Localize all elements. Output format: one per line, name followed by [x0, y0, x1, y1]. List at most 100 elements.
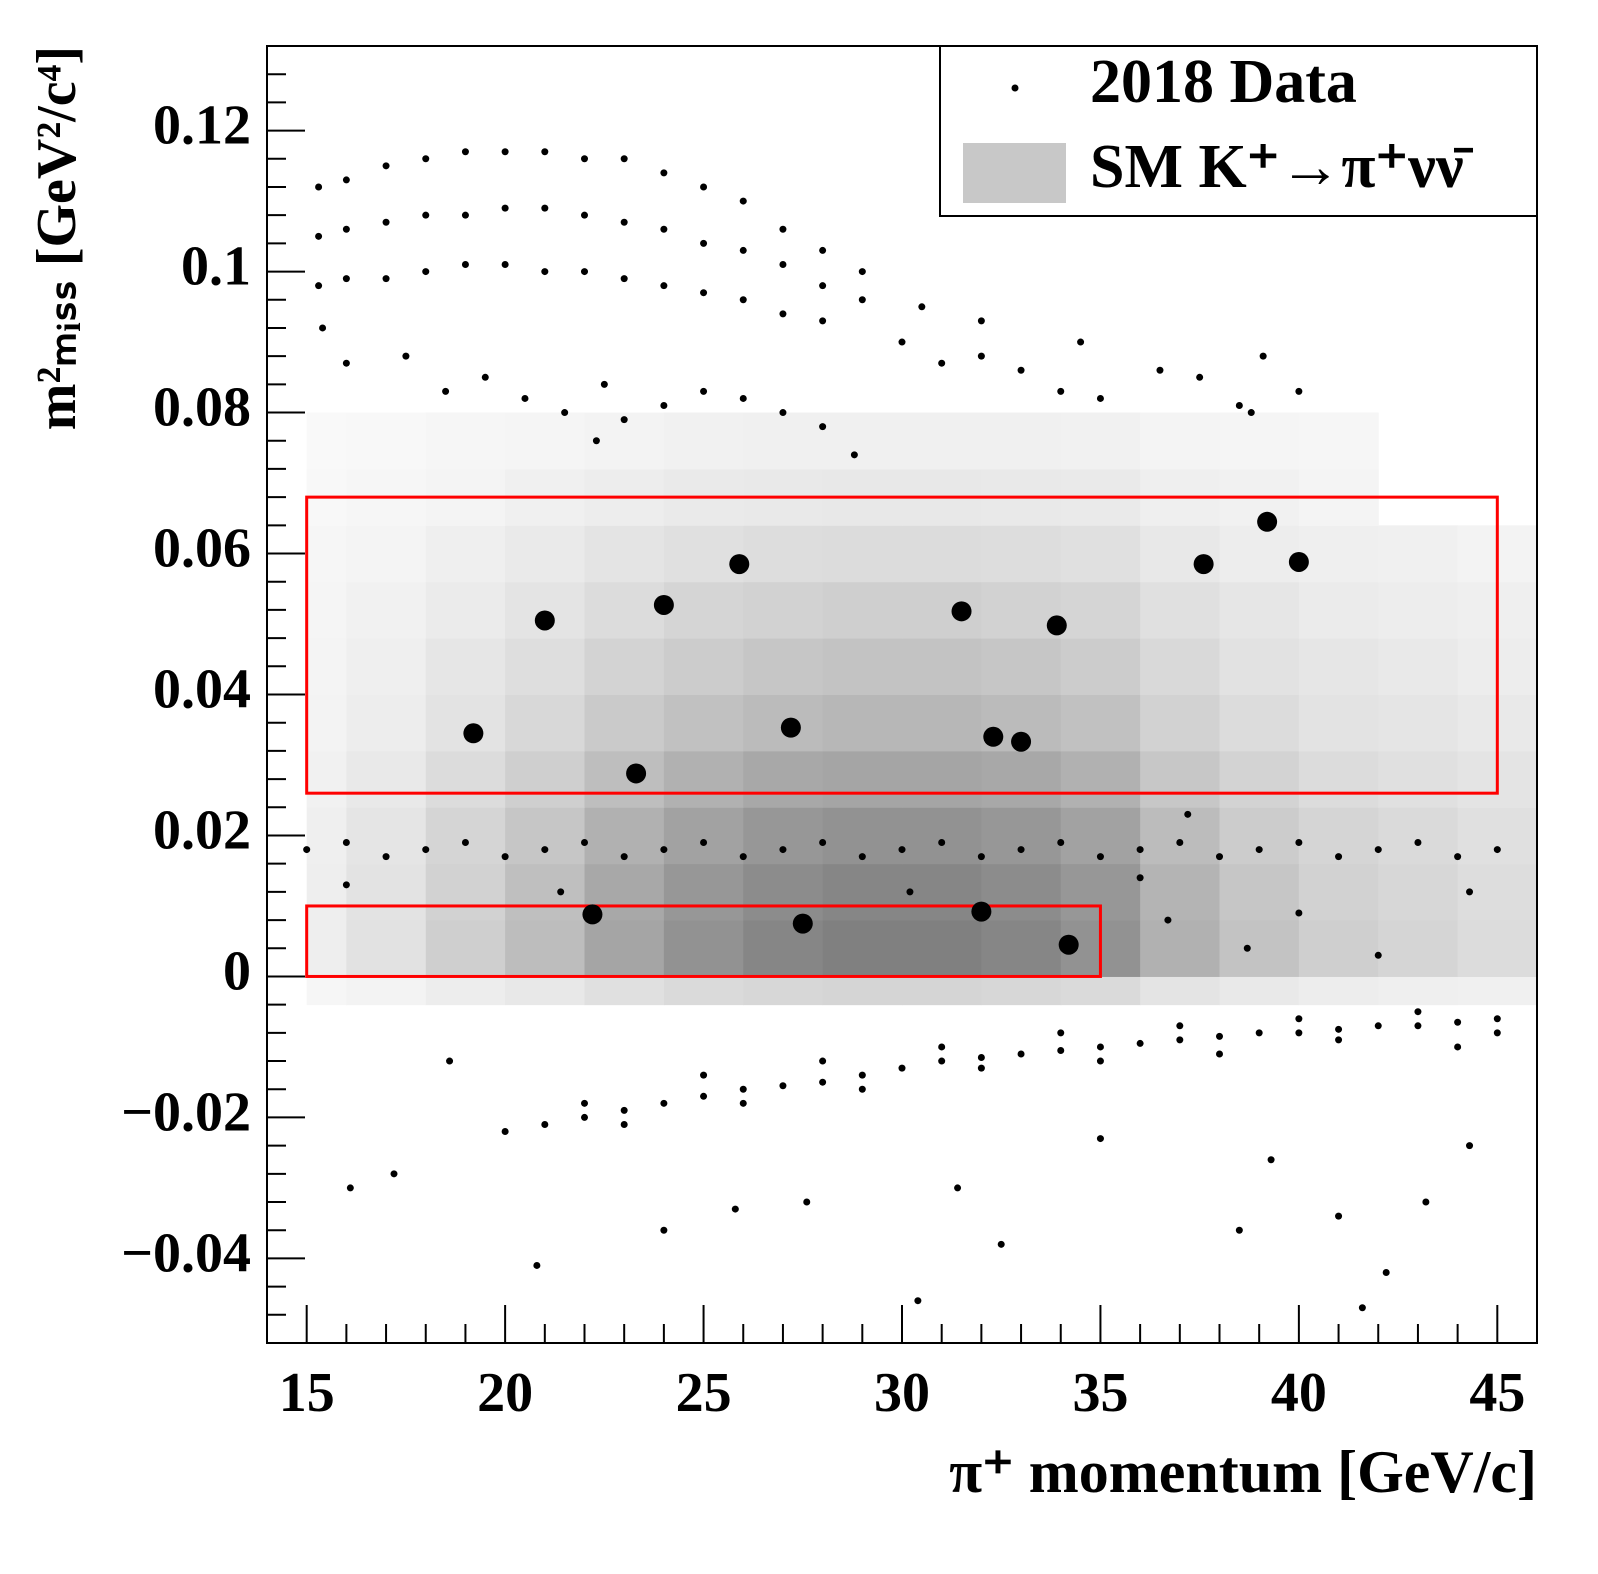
data-point	[1216, 853, 1223, 861]
data-point	[1136, 846, 1144, 854]
data-point	[858, 296, 866, 304]
hist-bin	[1060, 581, 1141, 639]
hist-bin	[743, 863, 824, 921]
hist-bin	[1298, 638, 1379, 695]
data-point	[1335, 1025, 1343, 1033]
x-tick-label: 20	[477, 1362, 533, 1424]
hist-bin	[743, 807, 824, 865]
data-point	[1057, 1029, 1065, 1037]
data-point	[1414, 1008, 1422, 1016]
data-point	[660, 846, 668, 854]
candidate-event	[729, 554, 750, 575]
hist-bin	[306, 807, 347, 865]
hist-bin	[306, 638, 347, 695]
data-point	[700, 239, 708, 247]
data-point	[1176, 1036, 1184, 1044]
data-point	[1493, 1015, 1501, 1023]
hist-bin	[1140, 581, 1220, 639]
data-point	[1295, 909, 1303, 917]
y-tick-label: −0.02	[121, 1081, 251, 1143]
hist-bin	[1298, 863, 1379, 921]
hist-bin	[822, 581, 903, 639]
data-point	[461, 839, 469, 847]
hist-bin	[981, 976, 1062, 1006]
hist-bin	[1060, 412, 1141, 470]
hist-bin	[346, 976, 427, 1006]
hist-bin	[505, 412, 585, 470]
hist-bin	[505, 694, 585, 752]
hist-bin	[425, 920, 506, 977]
hist-bin	[306, 581, 347, 639]
data-point	[700, 839, 708, 847]
data-point	[620, 1106, 628, 1114]
hist-bin	[1298, 750, 1379, 808]
data-point	[1374, 846, 1382, 854]
data-point	[819, 1057, 827, 1065]
data-point	[1267, 1156, 1275, 1164]
hist-bin	[505, 920, 585, 977]
data-point	[1335, 1212, 1343, 1220]
hist-bin	[1140, 750, 1220, 808]
data-point	[977, 853, 985, 861]
hist-bin	[1140, 920, 1220, 977]
hist-bin	[822, 920, 903, 977]
hist-bin	[346, 750, 427, 808]
data-point	[303, 846, 311, 854]
data-point	[342, 881, 350, 889]
data-point	[1493, 846, 1501, 854]
data-point	[620, 218, 628, 226]
data-point	[315, 183, 323, 191]
data-point	[739, 1099, 747, 1107]
hist-bin	[584, 638, 665, 695]
data-point	[1493, 1029, 1501, 1037]
data-point	[390, 1170, 398, 1178]
data-point	[779, 409, 787, 417]
y-tick-label: 0.04	[153, 658, 251, 720]
data-point	[319, 324, 327, 332]
data-point	[1243, 944, 1251, 952]
data-point	[739, 853, 747, 861]
x-tick-label: 40	[1271, 1362, 1327, 1424]
hist-bin	[584, 976, 665, 1006]
candidate-event	[1257, 511, 1278, 532]
data-point	[779, 1082, 787, 1090]
hist-bin	[1378, 694, 1459, 752]
hist-bin	[306, 694, 347, 752]
data-point	[1295, 839, 1303, 847]
hist-bin	[584, 750, 665, 808]
data-point	[1164, 916, 1172, 924]
hist-bin	[346, 863, 427, 921]
data-point	[422, 211, 430, 219]
data-point	[739, 1085, 747, 1093]
data-point	[1295, 1029, 1303, 1037]
data-point	[342, 839, 350, 847]
data-point	[739, 296, 747, 304]
data-point	[561, 409, 569, 417]
hist-bin	[902, 920, 982, 977]
hist-bin	[1298, 581, 1379, 639]
data-point	[382, 162, 390, 170]
x-tick-label: 30	[874, 1362, 930, 1424]
candidate-event	[1046, 615, 1067, 636]
hist-bin	[1219, 750, 1300, 808]
data-point	[779, 846, 787, 854]
hist-bin	[505, 638, 585, 695]
data-point	[977, 1054, 985, 1062]
y-tick-label: −0.04	[121, 1222, 251, 1284]
data-point	[1374, 1022, 1382, 1030]
hist-bin	[306, 863, 347, 921]
hist-bin	[584, 581, 665, 639]
data-point	[850, 451, 858, 459]
data-point	[803, 1198, 811, 1206]
hist-bin	[306, 750, 347, 808]
candidate-event	[971, 901, 992, 922]
hist-bin	[425, 581, 506, 639]
hist-bin	[663, 976, 744, 1006]
data-point	[1335, 853, 1343, 861]
hist-bin	[743, 976, 824, 1006]
hist-bin	[663, 412, 744, 470]
hist-bin	[425, 976, 506, 1006]
data-point	[858, 1071, 866, 1079]
data-point	[1156, 366, 1164, 374]
